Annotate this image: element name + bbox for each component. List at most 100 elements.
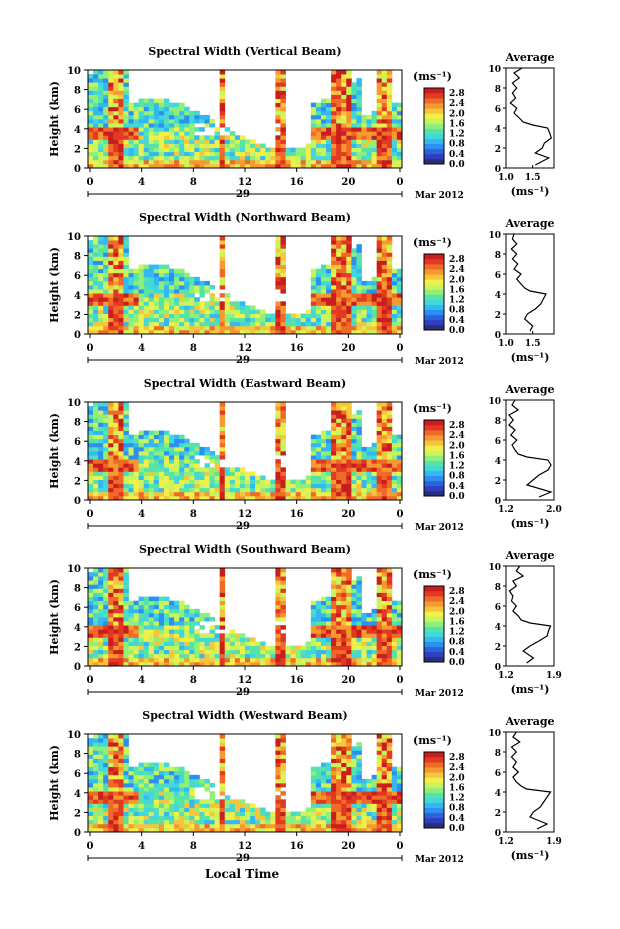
heatmap-cell bbox=[280, 94, 286, 99]
heatmap-cell bbox=[143, 608, 150, 614]
heatmap-cell bbox=[331, 442, 337, 448]
heatmap-cell bbox=[381, 123, 388, 128]
heatmap-cell bbox=[163, 463, 170, 468]
heatmap-cell bbox=[331, 612, 337, 618]
heatmap-cell bbox=[391, 163, 398, 169]
heatmap-cell bbox=[376, 604, 383, 610]
heatmap-cell bbox=[189, 827, 195, 833]
heatmap-cell bbox=[295, 487, 302, 493]
heatmap-cell bbox=[148, 815, 155, 821]
heatmap-cell bbox=[98, 754, 104, 759]
heatmap-cell bbox=[315, 657, 322, 663]
heatmap-cell bbox=[184, 625, 190, 630]
heatmap-cell bbox=[290, 313, 297, 319]
heatmap-cell bbox=[143, 143, 150, 148]
heatmap-cell bbox=[108, 572, 114, 577]
heatmap-cell bbox=[189, 131, 195, 136]
heatmap-cell bbox=[158, 649, 165, 655]
heatmap-cell bbox=[260, 495, 266, 501]
heatmap-cell bbox=[326, 264, 332, 270]
heatmap-cell bbox=[153, 649, 160, 655]
heatmap-cell bbox=[153, 629, 160, 634]
heatmap-cell bbox=[214, 155, 221, 161]
heatmap-cell bbox=[265, 657, 271, 663]
heatmap-cell bbox=[376, 455, 383, 460]
heatmap-cell bbox=[199, 325, 205, 331]
heatmap-cell bbox=[108, 236, 114, 241]
heatmap-cell bbox=[189, 280, 195, 286]
heatmap-cell bbox=[341, 750, 347, 755]
colorbar-swatch bbox=[424, 631, 444, 637]
heatmap-cell bbox=[189, 608, 195, 614]
heatmap-cell bbox=[381, 301, 388, 306]
heatmap-cell bbox=[204, 641, 210, 646]
colorbar-tick-label: 0.8 bbox=[449, 638, 465, 648]
heatmap-cell bbox=[245, 475, 251, 480]
heatmap-cell bbox=[93, 82, 99, 87]
heatmap-cell bbox=[376, 588, 383, 593]
heatmap-cell bbox=[108, 762, 114, 768]
heatmap-cell bbox=[143, 272, 150, 278]
heatmap-cell bbox=[184, 106, 190, 112]
heatmap-cell bbox=[239, 301, 246, 306]
heatmap-cell bbox=[310, 268, 317, 274]
heatmap-cell bbox=[108, 568, 114, 573]
profile-y-tick-label: 6 bbox=[495, 271, 501, 281]
heatmap-cell bbox=[346, 778, 352, 784]
heatmap-cell bbox=[123, 102, 129, 108]
heatmap-cell bbox=[265, 827, 271, 833]
heatmap-cell bbox=[320, 487, 327, 493]
heatmap-cell bbox=[128, 823, 134, 829]
heatmap-cell bbox=[341, 811, 347, 817]
heatmap-cell bbox=[194, 633, 200, 638]
heatmap-cell bbox=[326, 280, 332, 286]
heatmap-cell bbox=[219, 438, 226, 444]
heatmap-cell bbox=[148, 625, 155, 630]
heatmap-cell bbox=[113, 82, 119, 87]
colorbar-swatch bbox=[424, 641, 444, 648]
heatmap-cell bbox=[98, 629, 104, 634]
heatmap-cell bbox=[346, 625, 352, 630]
heatmap-cell bbox=[184, 778, 190, 784]
heatmap-cell bbox=[169, 155, 175, 161]
heatmap-cell bbox=[113, 256, 119, 261]
heatmap-cell bbox=[341, 110, 347, 116]
heatmap-cell bbox=[280, 734, 286, 739]
heatmap-cell bbox=[376, 471, 383, 476]
heatmap-cell bbox=[351, 321, 357, 327]
heatmap-cell bbox=[108, 98, 114, 104]
heatmap-cell bbox=[204, 463, 210, 468]
heatmap-cell bbox=[174, 268, 180, 274]
heatmap-cell bbox=[163, 471, 170, 476]
heatmap-cell bbox=[356, 297, 362, 302]
heatmap-cell bbox=[98, 240, 104, 245]
y-tick-label: 10 bbox=[67, 564, 81, 575]
heatmap-cell bbox=[103, 803, 109, 808]
heatmap-cell bbox=[143, 309, 150, 314]
heatmap-cell bbox=[143, 119, 150, 124]
heatmap-cell bbox=[103, 102, 109, 108]
heatmap-cell bbox=[153, 479, 160, 485]
heatmap-cell bbox=[93, 151, 99, 157]
heatmap-cell bbox=[113, 604, 119, 610]
heatmap-cell bbox=[128, 621, 134, 626]
heatmap-cell bbox=[148, 612, 155, 618]
heatmap-cell bbox=[326, 633, 332, 638]
heatmap-cell bbox=[326, 459, 332, 464]
heatmap-cell bbox=[341, 742, 347, 747]
heatmap-cell bbox=[118, 305, 124, 310]
heatmap-cell bbox=[93, 742, 99, 747]
heatmap-cell bbox=[158, 803, 165, 808]
heatmap-cell bbox=[128, 276, 134, 282]
heatmap-cell bbox=[245, 649, 251, 655]
heatmap-cell bbox=[184, 143, 190, 148]
heatmap-cell bbox=[239, 495, 246, 501]
heatmap-cell bbox=[103, 608, 109, 614]
heatmap-cell bbox=[123, 313, 129, 319]
heatmap-cell bbox=[138, 135, 145, 140]
heatmap-cell bbox=[356, 637, 362, 642]
heatmap-cell bbox=[189, 143, 195, 148]
heatmap-cell bbox=[123, 451, 129, 456]
heatmap-cell bbox=[366, 309, 373, 314]
heatmap-cell bbox=[346, 661, 352, 667]
